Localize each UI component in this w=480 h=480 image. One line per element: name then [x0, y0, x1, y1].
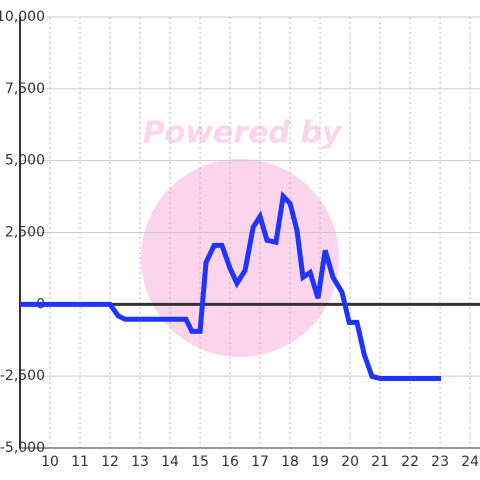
x-tick-label: 20 [341, 454, 359, 470]
x-tick-label: 19 [311, 454, 329, 470]
y-tick-label: 5,000 [5, 153, 45, 169]
x-tick-label: 14 [161, 454, 179, 470]
x-tick-label: 24 [461, 454, 479, 470]
x-tick-label: 18 [281, 454, 299, 470]
x-tick-label: 21 [371, 454, 389, 470]
x-tick-label: 23 [431, 454, 449, 470]
x-tick-label: 13 [131, 454, 149, 470]
x-tick-label: 12 [101, 454, 119, 470]
y-tick-label: 7,500 [5, 81, 45, 97]
data-line [20, 190, 441, 381]
watermark: Powered by [143, 116, 343, 151]
y-tick-label: -2,500 [0, 368, 45, 384]
y-tick-label: 10,000 [0, 9, 45, 25]
x-tick-label: 15 [191, 454, 209, 470]
watermark-logo [141, 159, 339, 357]
x-tick-label: 16 [221, 454, 239, 470]
x-tick-label: 17 [251, 454, 269, 470]
x-tick-label: 22 [401, 454, 419, 470]
x-tick-label: 11 [71, 454, 89, 470]
x-tick-label: 10 [41, 454, 59, 470]
y-tick-label: 2,500 [5, 225, 45, 241]
